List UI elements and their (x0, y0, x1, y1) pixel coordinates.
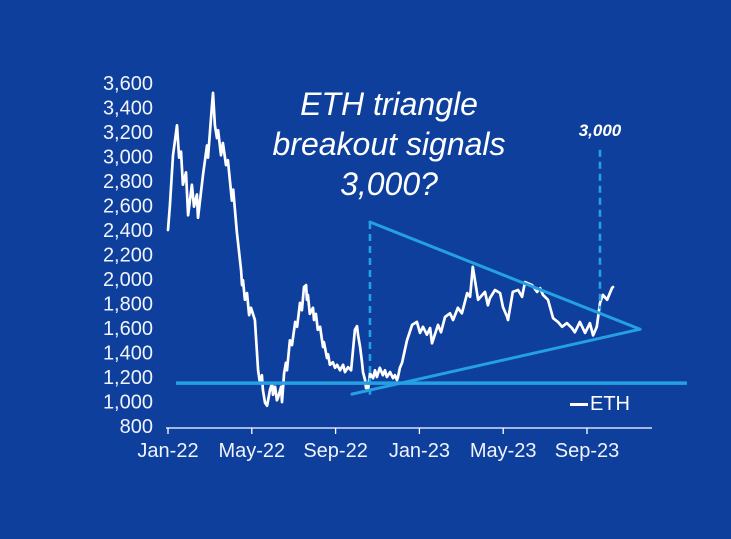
price-target-annotation: 3,000 (578, 121, 622, 140)
y-tick-label: 3,200 (103, 122, 153, 144)
y-tick-label: 1,200 (103, 367, 153, 389)
x-tick-label: Sep-23 (555, 440, 620, 462)
chart-title: ETH triangle breakout signals 3,000? (272, 86, 506, 202)
y-tick-label: 2,400 (103, 220, 153, 242)
legend: ETH (570, 393, 630, 416)
ascending-support-trendline (350, 327, 642, 396)
y-tick-label: 3,600 (103, 73, 153, 95)
legend-label: ETH (590, 393, 630, 415)
descending-resistance-trendline (368, 220, 642, 331)
y-tick-label: 1,400 (103, 343, 153, 365)
y-tick-label: 2,200 (103, 245, 153, 267)
y-tick-label: 2,600 (103, 196, 153, 218)
y-tick-label: 1,800 (103, 294, 153, 316)
y-tick-label: 2,800 (103, 171, 153, 193)
x-tick-label: Jan-23 (389, 440, 450, 462)
x-tick-label: May-22 (218, 440, 285, 462)
x-tick-label: Sep-22 (303, 440, 368, 462)
x-tick-label: Jan-22 (137, 440, 198, 462)
y-tick-label: 800 (120, 416, 153, 438)
y-tick-label: 1,000 (103, 392, 153, 414)
x-tick-label: May-23 (470, 440, 537, 462)
legend-line-swatch (570, 403, 588, 406)
eth-price-line (166, 91, 615, 408)
y-tick-label: 2,000 (103, 269, 153, 291)
y-tick-label: 3,000 (103, 147, 153, 169)
y-tick-label: 3,400 (103, 98, 153, 120)
y-tick-label: 1,600 (103, 318, 153, 340)
